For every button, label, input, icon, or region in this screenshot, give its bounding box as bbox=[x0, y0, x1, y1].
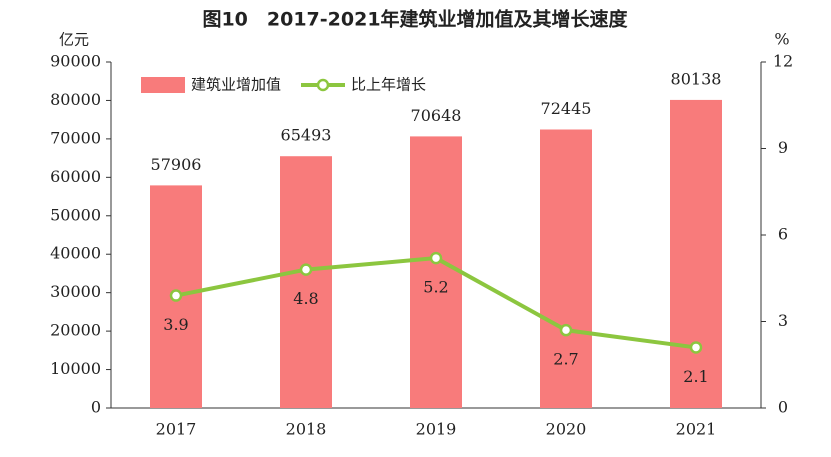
y-tick-label: 10000 bbox=[50, 359, 101, 378]
bar bbox=[410, 136, 462, 408]
y2-tick-label: 6 bbox=[778, 225, 788, 244]
y-tick-label: 30000 bbox=[50, 282, 101, 301]
y-axis-label: 亿元 bbox=[59, 31, 89, 49]
bar-value-label: 72445 bbox=[541, 99, 592, 118]
x-tick-label: 2020 bbox=[546, 420, 587, 439]
line-point bbox=[299, 263, 313, 276]
x-tick-label: 2017 bbox=[156, 420, 197, 439]
line-value-label: 2.1 bbox=[683, 367, 708, 386]
bar bbox=[280, 156, 332, 408]
chart-title: 图10 2017-2021年建筑业增加值及其增长速度 bbox=[202, 8, 628, 31]
y2-tick-label: 3 bbox=[778, 311, 788, 330]
x-tick-label: 2018 bbox=[286, 420, 327, 439]
x-tick-label: 2021 bbox=[676, 420, 717, 439]
legend-marker bbox=[316, 78, 330, 92]
y-tick-label: 60000 bbox=[50, 167, 101, 186]
legend-label: 建筑业增加值 bbox=[191, 76, 281, 94]
y-tick-label: 50000 bbox=[50, 205, 101, 224]
x-tick-label: 2019 bbox=[416, 420, 457, 439]
line-value-label: 2.7 bbox=[553, 350, 578, 369]
line-value-label: 4.8 bbox=[293, 289, 318, 308]
y2-tick-label: 12 bbox=[773, 52, 793, 71]
line-point bbox=[429, 251, 443, 265]
y2-tick-label: 9 bbox=[778, 138, 788, 157]
legend-swatch bbox=[141, 77, 185, 93]
line-value-label: 5.2 bbox=[423, 278, 448, 297]
line-point bbox=[169, 289, 183, 302]
bar-value-label: 70648 bbox=[411, 106, 462, 125]
bar bbox=[670, 99, 722, 408]
y-tick-label: 90000 bbox=[50, 52, 101, 71]
bar-value-label: 80138 bbox=[671, 69, 722, 88]
y-tick-label: 40000 bbox=[50, 244, 101, 263]
y2-axis-label: % bbox=[774, 30, 789, 49]
line-point bbox=[689, 341, 703, 354]
y2-tick-label: 0 bbox=[778, 398, 788, 417]
y-tick-label: 80000 bbox=[50, 90, 101, 109]
bar-value-label: 65493 bbox=[281, 126, 332, 145]
line-point bbox=[559, 323, 573, 337]
y-tick-label: 70000 bbox=[50, 128, 101, 147]
y-tick-label: 0 bbox=[91, 398, 101, 417]
bar bbox=[540, 129, 592, 408]
y-tick-label: 20000 bbox=[50, 321, 101, 340]
bar-value-label: 57906 bbox=[151, 155, 202, 174]
line-value-label: 3.9 bbox=[163, 315, 188, 334]
legend-label: 比上年增长 bbox=[351, 76, 426, 94]
